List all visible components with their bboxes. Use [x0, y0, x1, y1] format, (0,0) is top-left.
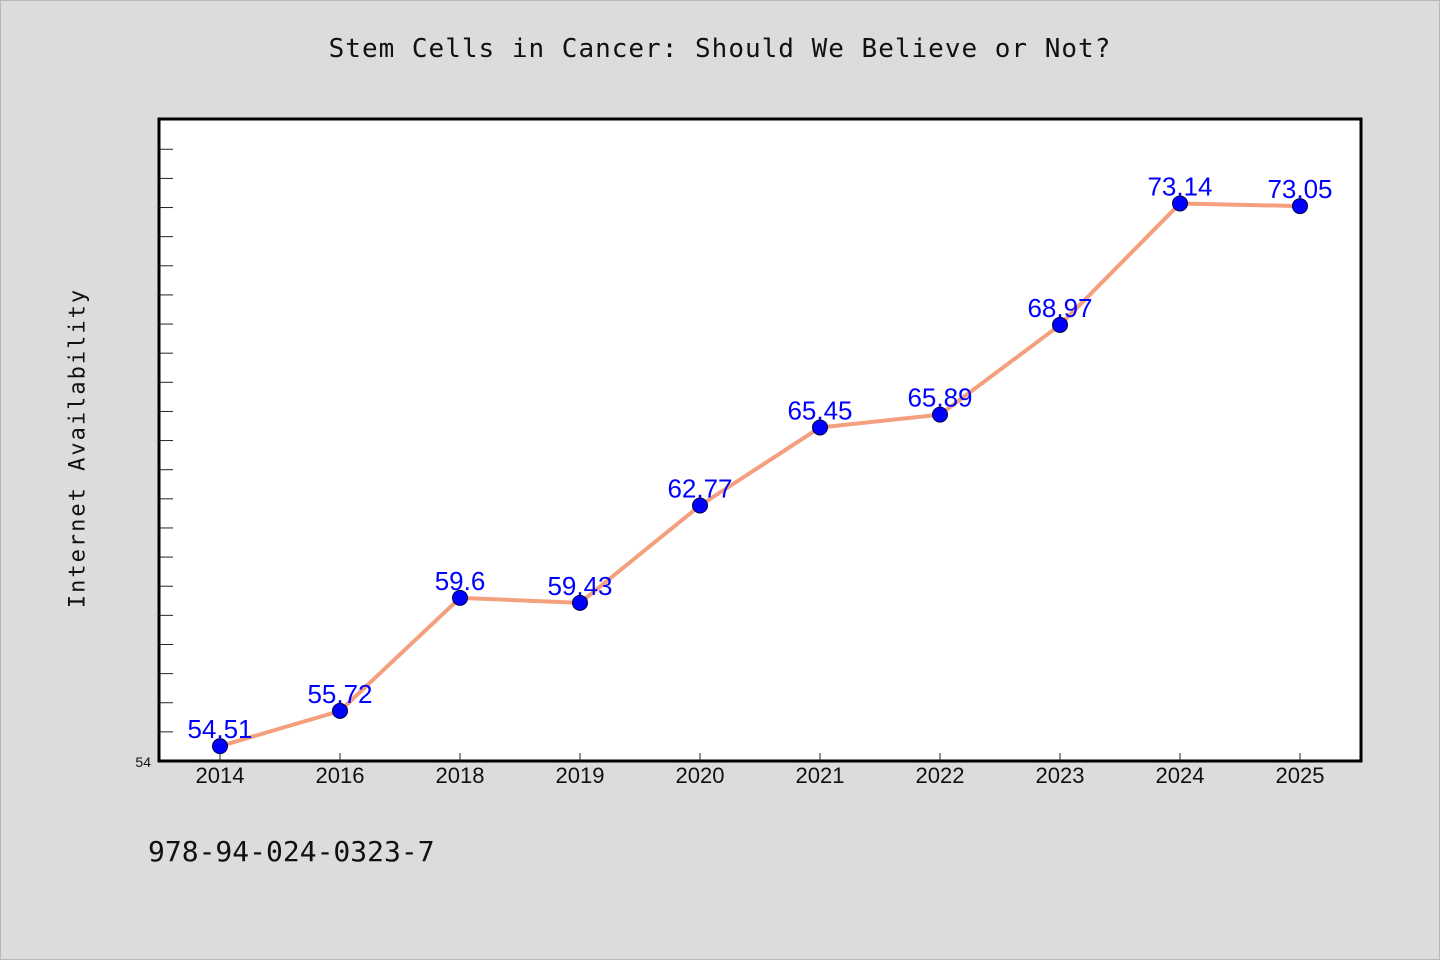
x-tick-label: 2025 — [1276, 763, 1325, 788]
data-point — [932, 406, 948, 423]
data-label: 65.89 — [907, 383, 972, 413]
y-tick-label: 54 — [135, 754, 151, 770]
data-point — [812, 419, 828, 436]
x-tick-label: 2016 — [316, 763, 365, 788]
x-axis-ticks: 2014 2016 2018 2019 2020 2021 2022 2023 2024 2025 — [196, 753, 1325, 788]
x-tick-label: 2023 — [1036, 763, 1085, 788]
series-line — [219, 201, 1301, 749]
y-axis-ticks: 54 — [135, 148, 173, 770]
x-tick-label: 2014 — [196, 763, 245, 788]
data-label: 62.77 — [667, 474, 732, 504]
data-point — [332, 702, 348, 719]
data-point — [572, 594, 588, 611]
x-tick-label: 2021 — [796, 763, 845, 788]
x-tick-label: 2019 — [556, 763, 605, 788]
data-label: 65.45 — [787, 395, 852, 425]
data-label: 68.97 — [1027, 293, 1092, 323]
isbn-footer: 978-94-024-0323-7 — [148, 835, 435, 868]
data-point — [212, 738, 228, 755]
data-point — [1172, 195, 1188, 212]
data-label: 59.43 — [547, 571, 612, 601]
data-point — [1052, 316, 1068, 333]
data-point — [1292, 198, 1308, 215]
data-labels: 54.51 55.72 59.6 59.43 62.77 65.45 65.89 68.97 7… — [187, 171, 1332, 744]
data-label: 54.51 — [187, 714, 252, 744]
plot-area — [157, 117, 1363, 763]
data-points — [212, 195, 1308, 755]
data-label: 73.05 — [1267, 174, 1332, 204]
data-label: 55.72 — [307, 679, 372, 709]
data-point — [692, 497, 708, 514]
x-tick-label: 2024 — [1156, 763, 1205, 788]
x-tick-label: 2018 — [436, 763, 485, 788]
x-tick-label: 2020 — [676, 763, 725, 788]
x-tick-label: 2022 — [916, 763, 965, 788]
chart-title: Stem Cells in Cancer: Should We Believe … — [328, 34, 1112, 64]
data-label: 59.6 — [435, 566, 486, 596]
data-label: 73.14 — [1147, 171, 1212, 201]
data-point — [452, 589, 468, 606]
